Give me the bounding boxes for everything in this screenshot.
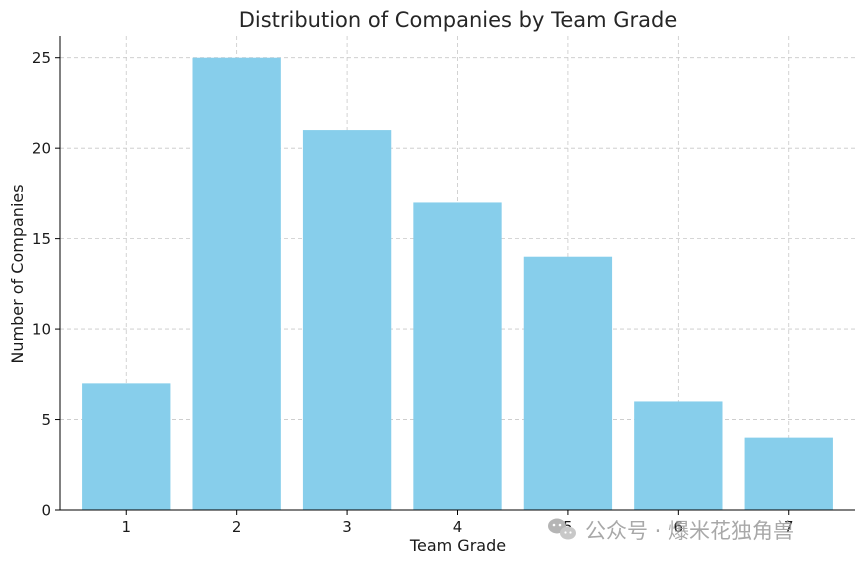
watermark: 公众号 · 爆米花独角兽 xyxy=(548,518,794,543)
x-tick-label: 7 xyxy=(784,518,794,536)
bar-grade-4 xyxy=(413,202,502,510)
x-tick-label: 6 xyxy=(674,518,684,536)
chart-title: Distribution of Companies by Team Grade xyxy=(239,8,678,32)
x-tick-label: 2 xyxy=(232,518,242,536)
bar-grade-1 xyxy=(82,383,171,510)
watermark-text: 公众号 · 爆米花独角兽 xyxy=(585,519,794,543)
x-tick-label: 3 xyxy=(342,518,352,536)
x-tick-label: 4 xyxy=(453,518,463,536)
y-tick-label: 20 xyxy=(32,140,51,158)
y-tick-label: 25 xyxy=(32,49,51,67)
y-tick-label: 0 xyxy=(41,502,51,520)
wechat-icon xyxy=(548,518,576,540)
axes xyxy=(55,36,855,515)
y-axis-label: Number of Companies xyxy=(8,184,27,363)
bar-grade-2 xyxy=(192,57,281,510)
y-tick-label: 10 xyxy=(32,321,51,339)
bar-grade-3 xyxy=(302,130,392,510)
x-axis-label: Team Grade xyxy=(409,536,506,555)
bar-grade-7 xyxy=(744,437,833,510)
x-tick-label: 1 xyxy=(121,518,131,536)
y-tick-label: 5 xyxy=(41,411,51,429)
bars xyxy=(82,57,833,510)
bar-grade-6 xyxy=(634,401,723,510)
bar-grade-5 xyxy=(523,256,613,510)
y-tick-label: 15 xyxy=(32,230,51,248)
